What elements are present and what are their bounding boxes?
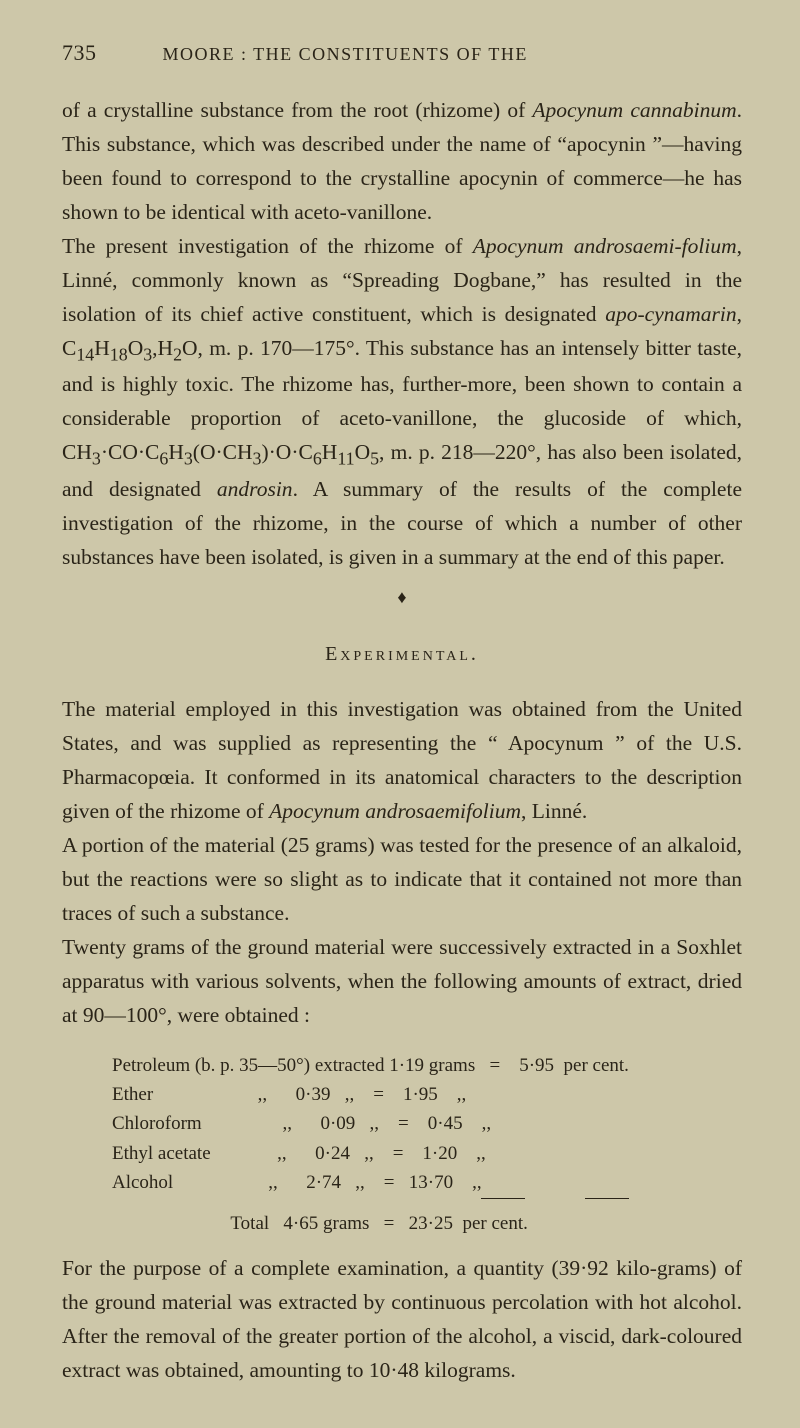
paragraph-5: Twenty grams of the ground material were… [62, 931, 742, 1033]
table-row: Chloroform ,, 0·09 ,, = 0·45 ,, [112, 1109, 742, 1138]
table-row: Ethyl acetate ,, 0·24 ,, = 1·20 ,, [112, 1139, 742, 1168]
body-text: of a crystalline substance from the root… [62, 94, 742, 1388]
table-rule [585, 1198, 629, 1199]
page-content: 735 MOORE : THE CONSTITUENTS OF THE of a… [0, 0, 800, 1428]
table-total-row: Total 4·65 grams = 23·25 per cent. [112, 1209, 742, 1238]
separator-bullet: ♦ [62, 583, 742, 611]
paragraph-1: of a crystalline substance from the root… [62, 94, 742, 230]
page-number: 735 [62, 40, 97, 66]
table-row: Ether ,, 0·39 ,, = 1·95 ,, [112, 1080, 742, 1109]
paragraph-2: The present investigation of the rhizome… [62, 230, 742, 575]
extraction-table: Petroleum (b. p. 35—50°) extracted 1·19 … [112, 1051, 742, 1239]
paragraph-4: A portion of the material (25 grams) was… [62, 829, 742, 931]
running-head: MOORE : THE CONSTITUENTS OF THE [163, 44, 528, 65]
paragraph-3: The material employed in this investigat… [62, 693, 742, 829]
table-row: Alcohol ,, 2·74 ,, = 13·70 ,, [112, 1168, 742, 1197]
page-header: 735 MOORE : THE CONSTITUENTS OF THE [62, 40, 742, 66]
section-heading: Experimental. [62, 639, 742, 671]
paragraph-6: For the purpose of a complete examinatio… [62, 1252, 742, 1388]
table-rule [481, 1198, 525, 1199]
table-row: Petroleum (b. p. 35—50°) extracted 1·19 … [112, 1051, 742, 1080]
